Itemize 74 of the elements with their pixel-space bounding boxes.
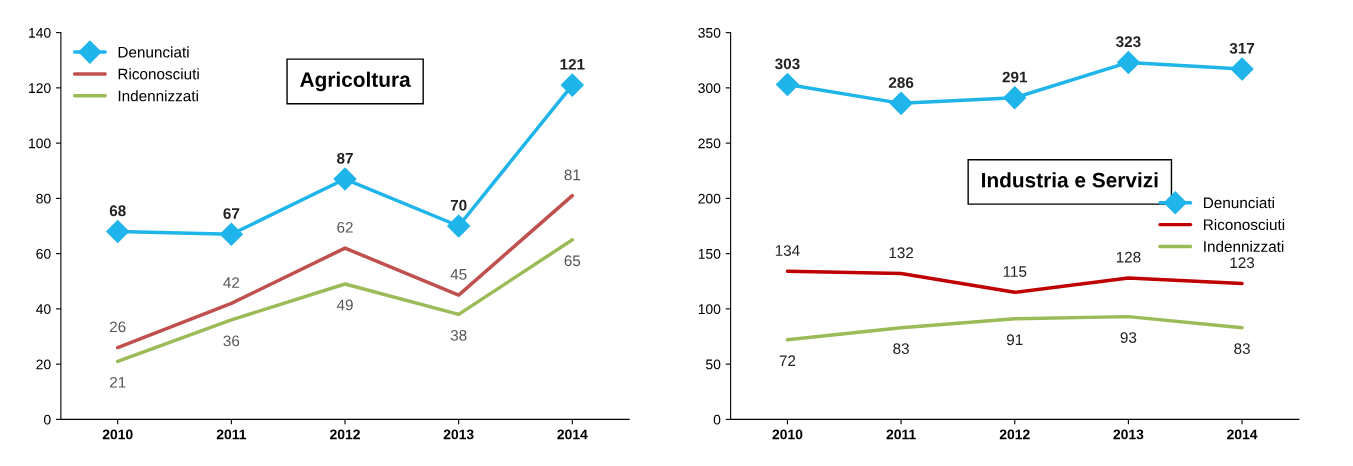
x-tick-label: 2013 [1113,429,1144,440]
data-label: 83 [1234,343,1250,354]
point [1003,86,1027,110]
point [106,220,130,244]
data-label: 68 [109,205,126,217]
data-label: 286 [888,77,914,88]
data-label: 21 [109,376,126,388]
y-tick-label: 80 [36,193,51,204]
data-label: 42 [223,277,240,288]
legend-label: Denunciati [1204,197,1274,209]
point [219,222,243,246]
y-tick-label: 20 [36,359,51,370]
y-tick-label: 150 [698,248,721,259]
data-label: 134 [775,245,800,256]
data-label: 70 [450,199,467,211]
y-tick-label: 120 [29,83,51,94]
x-tick-label: 2012 [999,429,1030,440]
point [1230,57,1254,81]
y-tick-label: 100 [29,138,51,149]
data-label: 291 [1002,71,1028,83]
legend-label: Riconosciuti [118,68,199,80]
annotation: Industria e Servizi [982,172,1158,188]
annotation: Agricoltura [300,71,411,92]
data-label: 83 [893,343,909,354]
data-label: 72 [779,355,796,367]
y-tick-label: 40 [36,304,51,315]
x-tick-label: 2012 [330,429,360,440]
y-tick-label: 250 [698,138,721,149]
x-tick-label: 2010 [772,429,803,440]
y-tick-label: 350 [698,27,721,38]
x-tick-label: 2013 [443,429,474,440]
data-label: 36 [223,335,240,347]
data-label: 49 [336,299,353,311]
data-label: 38 [450,329,467,341]
y-tick-label: 300 [698,83,721,94]
data-label: 121 [560,58,585,70]
y-tick-label: 200 [698,193,721,204]
y-tick-label: 140 [29,27,51,38]
legend-label: Indennizzati [118,90,198,102]
point [889,91,913,115]
x-tick-label: 2014 [557,429,588,440]
x-tick-label: 2011 [886,429,916,440]
data-label: 67 [223,208,240,219]
data-label: 26 [109,321,126,333]
x-tick-label: 2011 [216,429,247,440]
data-label: 87 [337,152,353,164]
data-label: 93 [1120,332,1137,343]
data-label: 303 [775,58,800,70]
data-label: 323 [1116,36,1141,48]
data-label: 65 [564,255,581,267]
point [333,167,357,191]
point [447,214,471,238]
data-label: 81 [564,169,581,181]
point [560,73,584,97]
point [775,73,799,97]
data-label: 45 [450,269,467,280]
y-tick-label: 100 [698,304,721,315]
data-label: 115 [1003,266,1027,277]
y-tick-label: 50 [706,359,721,370]
data-label: 123 [1230,257,1255,269]
y-tick-label: 0 [43,414,51,425]
legend-label: Denunciati [118,46,189,58]
data-label: 62 [337,221,353,233]
x-tick-label: 2014 [1227,429,1258,440]
data-label: 317 [1229,42,1255,54]
legend-label: Indennizzati [1204,240,1284,252]
data-label: 91 [1006,334,1023,346]
data-label: 128 [1116,251,1141,263]
data-label: 132 [889,247,914,259]
x-tick-label: 2010 [102,429,133,440]
legend-label: Riconosciuti [1204,218,1285,231]
y-tick-label: 0 [713,414,721,425]
point [1116,50,1140,74]
y-tick-label: 60 [36,248,51,259]
